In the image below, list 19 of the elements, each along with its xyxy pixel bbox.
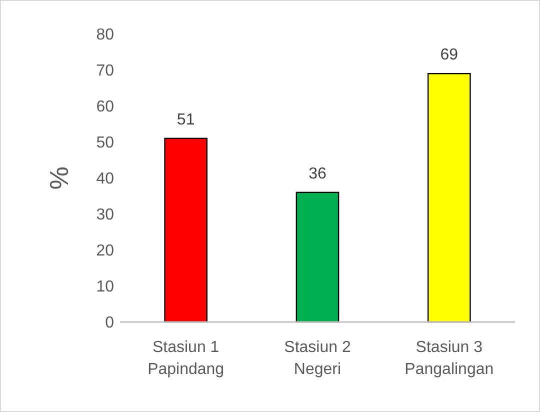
bar bbox=[428, 73, 471, 323]
y-tick-label: 70 bbox=[96, 62, 114, 80]
x-tick-label: Stasiun 1 Papindang bbox=[148, 339, 224, 378]
bar bbox=[164, 138, 208, 323]
y-tick-label: 60 bbox=[96, 98, 114, 116]
y-tick-label: 10 bbox=[96, 278, 114, 296]
bar bbox=[296, 192, 340, 323]
y-axis-title: % bbox=[44, 166, 74, 190]
data-label: 51 bbox=[176, 111, 195, 128]
x-tick-label: Stasiun 2 Negeri bbox=[284, 339, 351, 378]
x-tick-label: Stasiun 3 Pangalingan bbox=[404, 339, 494, 378]
y-tick-label: 40 bbox=[96, 170, 114, 188]
y-tick-label: 20 bbox=[96, 242, 114, 260]
data-label: 69 bbox=[440, 46, 458, 64]
data-label: 36 bbox=[308, 165, 326, 182]
y-tick-label: 50 bbox=[96, 134, 114, 152]
y-tick-label: 30 bbox=[96, 206, 114, 224]
y-tick-label: 80 bbox=[96, 26, 114, 44]
y-tick-label: 0 bbox=[105, 314, 114, 332]
